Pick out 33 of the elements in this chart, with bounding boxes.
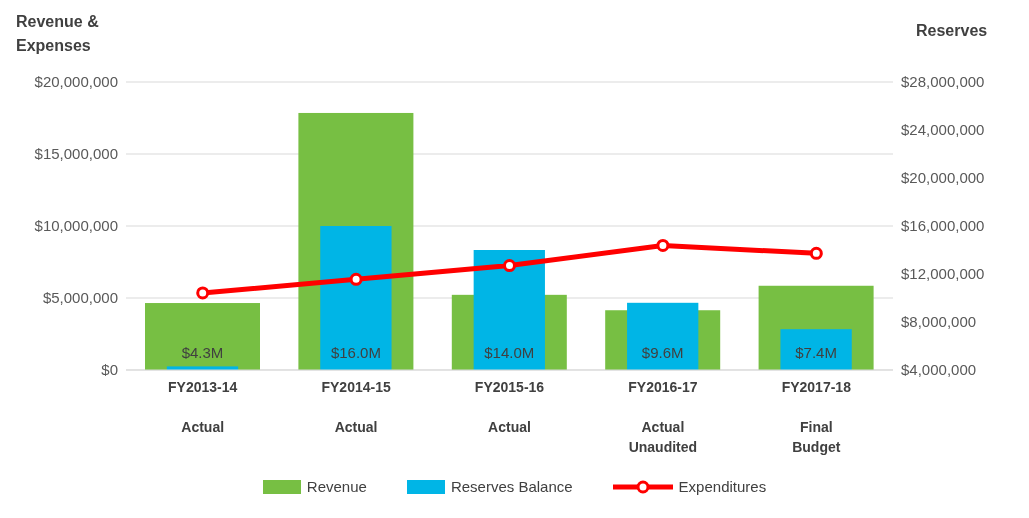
- category-label: FY2013-14 Actual: [168, 379, 238, 435]
- y-tick-label: $0: [101, 361, 118, 379]
- data-label: $4.3M: [181, 344, 224, 361]
- data-label: $9.6M: [641, 344, 684, 361]
- legend-label: Expenditures: [678, 478, 767, 495]
- y-axis-title: Revenue & Expenses: [16, 12, 100, 56]
- y2-tick-label: $20,000,000: [901, 169, 985, 187]
- category-label: FY2014-15 Actual: [321, 379, 391, 435]
- data-label: $14.0M: [484, 344, 535, 361]
- y2-tick-label: $16,000,000: [901, 217, 985, 235]
- y2-axis-title: Reserves: [916, 22, 988, 40]
- y2-tick-label: $28,000,000: [901, 73, 985, 91]
- point: [349, 272, 363, 286]
- y-tick-label: $15,000,000: [34, 145, 118, 163]
- point: [656, 238, 670, 252]
- point: [503, 259, 516, 273]
- bar: [145, 303, 260, 370]
- y2-tick-label: $4,000,000: [901, 361, 977, 379]
- point: [809, 246, 823, 260]
- y2-tick-label: $24,000,000: [901, 121, 985, 139]
- y2-tick-label: $12,000,000: [901, 265, 985, 283]
- category-label: FY2015-16 Actual: [474, 379, 545, 435]
- category-label: FY2017-18 Final Budget: [781, 379, 851, 455]
- data-label: $16.0M: [330, 344, 381, 361]
- y-tick-label: $5,000,000: [42, 289, 118, 307]
- legend-label: Reserves Balance: [450, 478, 573, 495]
- legend-label: Revenue: [306, 478, 367, 495]
- point: [196, 286, 210, 300]
- category-label: FY2016-17 Actual Unaudited: [628, 379, 698, 455]
- y2-tick-label: $8,000,000: [901, 313, 977, 331]
- y-tick-label: $10,000,000: [34, 217, 118, 235]
- data-label: $7.4M: [795, 344, 837, 361]
- y-tick-label: $20,000,000: [34, 73, 118, 91]
